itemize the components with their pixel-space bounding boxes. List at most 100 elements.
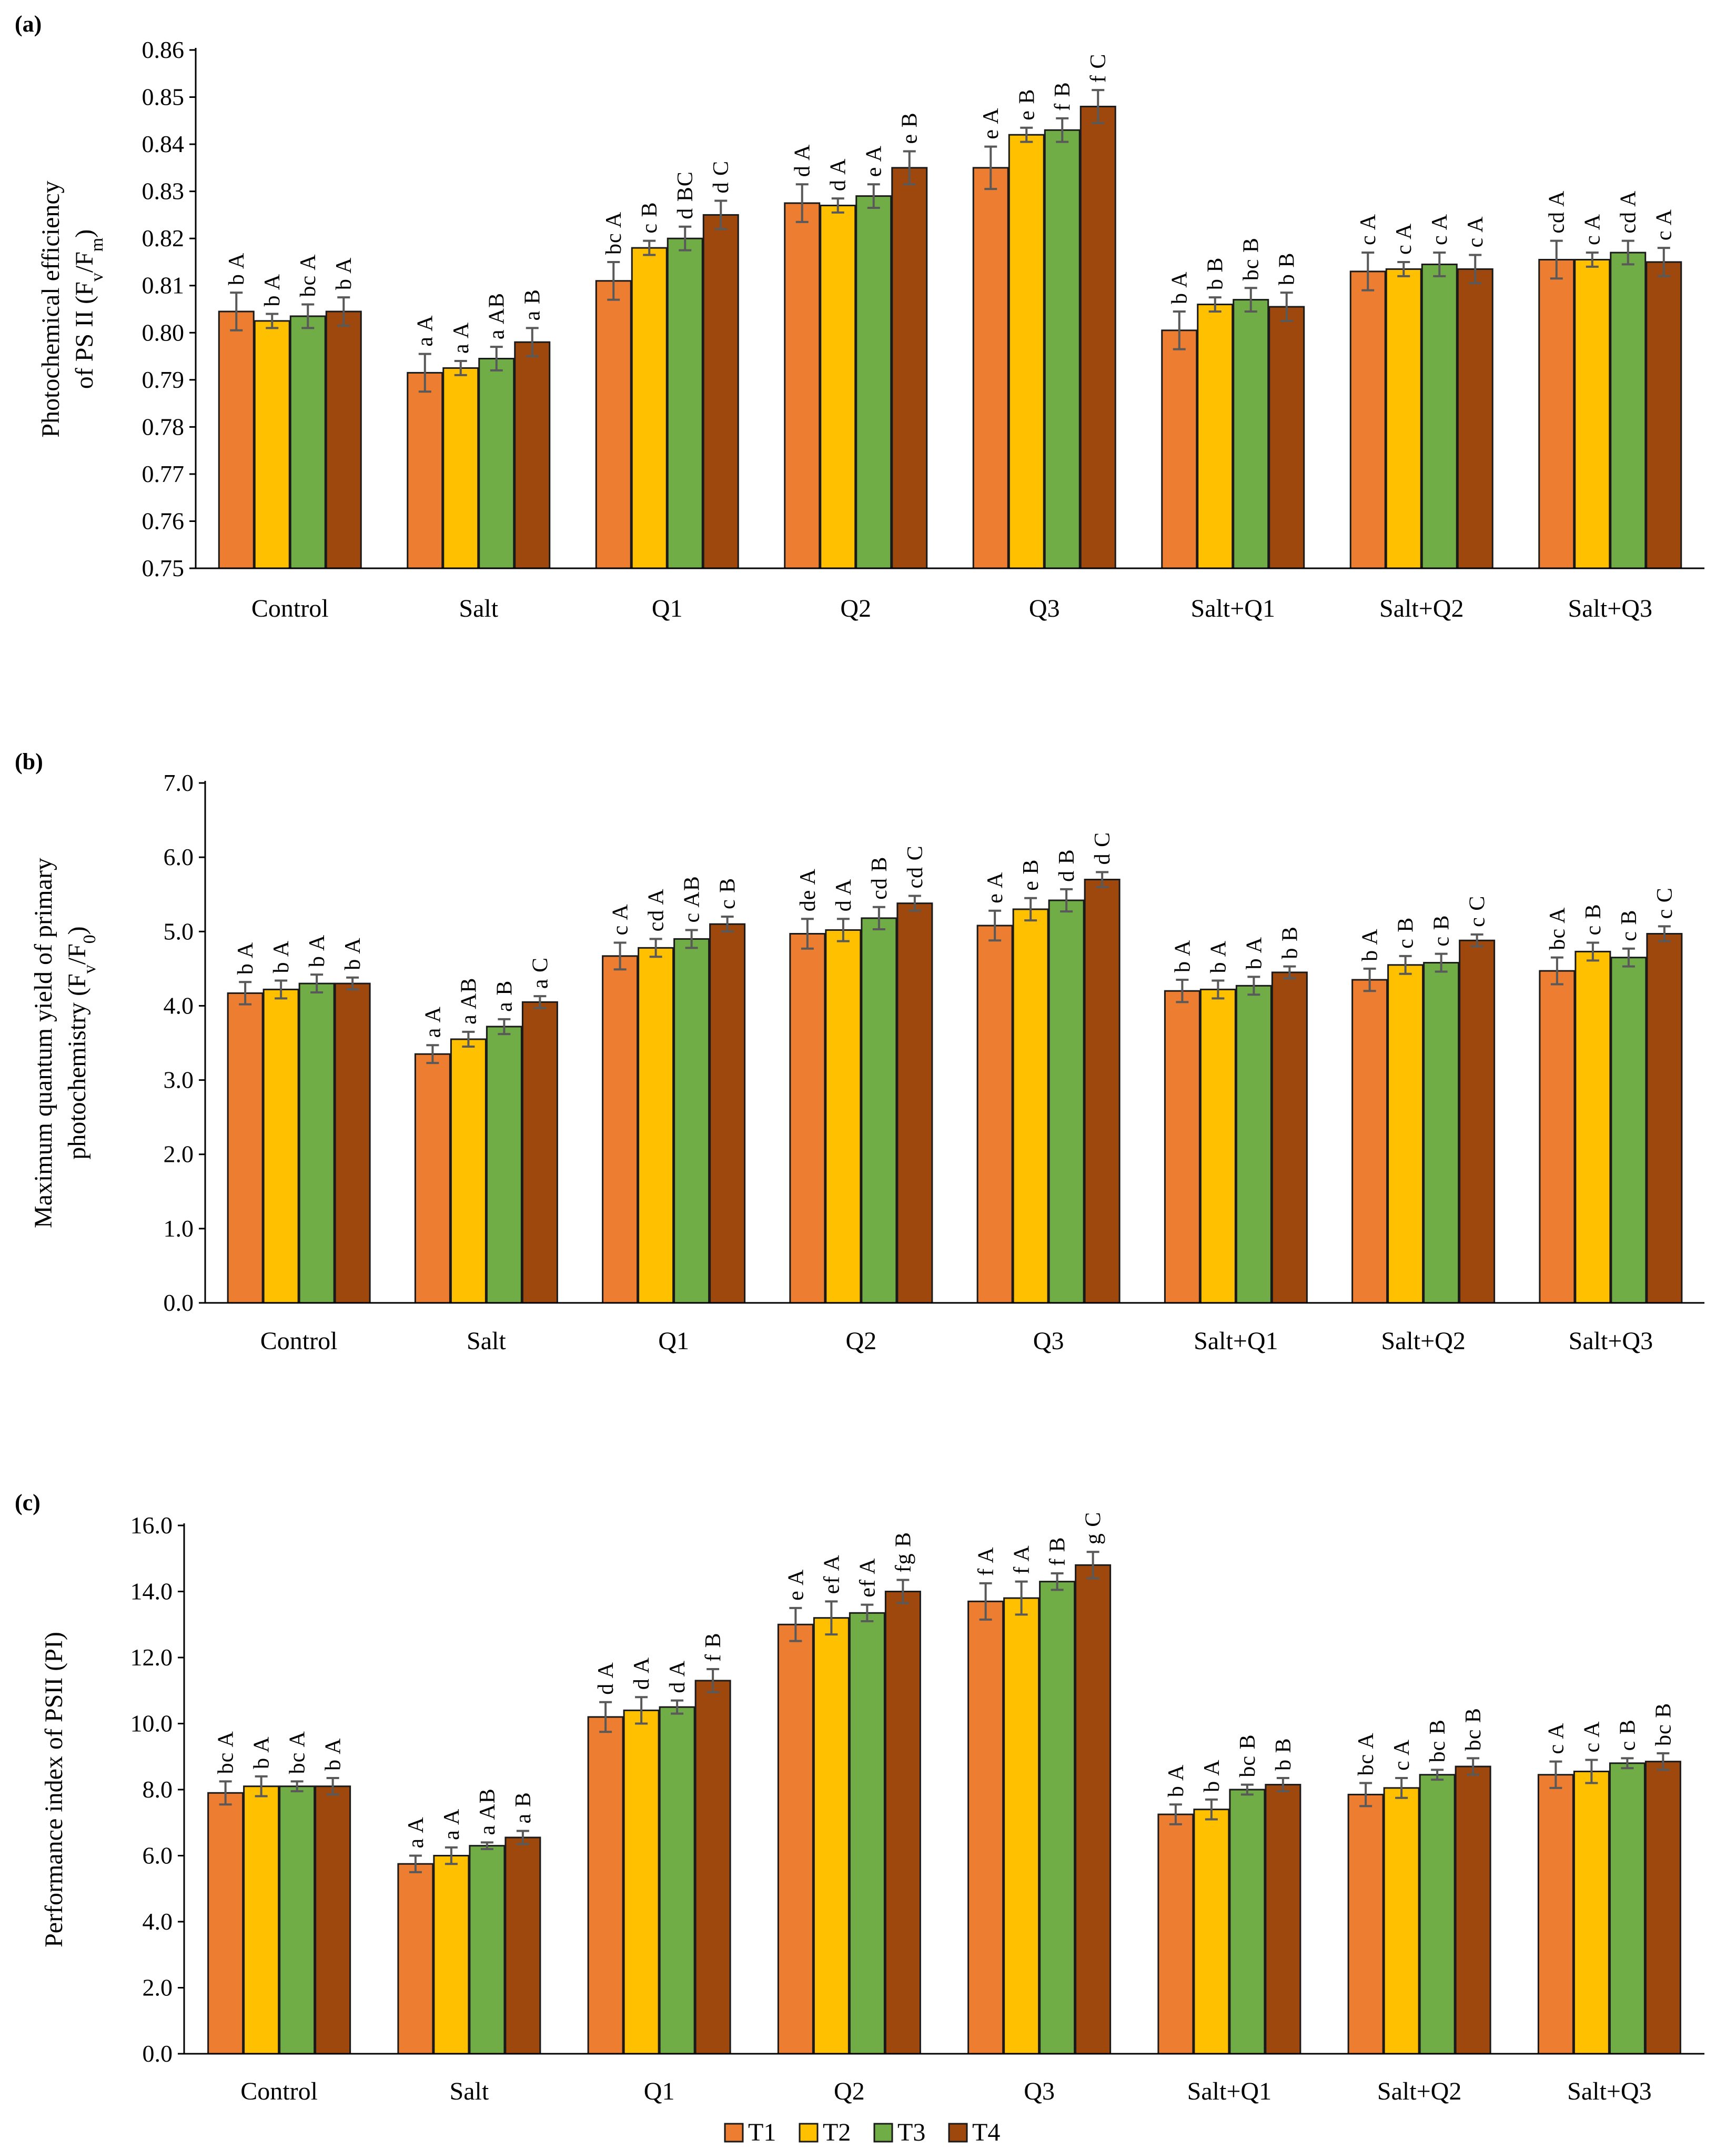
y-tick-label: 7.0 (164, 769, 194, 796)
significance-label: b A (321, 1738, 346, 1771)
significance-label: a A (413, 315, 438, 346)
bar-t3 (1423, 962, 1460, 1304)
y-axis-label: of PS II (Fv/Fm) (70, 229, 107, 389)
bar-t1 (976, 925, 1013, 1304)
bar-t4 (315, 1785, 351, 2055)
significance-label: a B (492, 980, 517, 1012)
bar-t4 (884, 1591, 921, 2055)
category-label: Q3 (1024, 2077, 1055, 2105)
bar-t3 (298, 982, 335, 1304)
bar-t2 (254, 320, 290, 569)
y-tick-label: 8.0 (143, 1776, 173, 1803)
panel-letter: (c) (15, 1490, 41, 1515)
bar-t4 (1268, 306, 1305, 569)
significance-label: a B (521, 289, 545, 320)
significance-label: bc B (1461, 1708, 1486, 1751)
bar-t3 (1229, 1789, 1266, 2055)
bar-t3 (1610, 957, 1647, 1304)
bar-t1 (407, 371, 443, 569)
bar-t1 (1164, 990, 1200, 1304)
bar-t4 (1646, 261, 1682, 569)
bar-t4 (1084, 878, 1121, 1304)
bar-t3 (478, 358, 515, 569)
significance-label: b A (269, 940, 294, 973)
significance-label: bc B (1239, 237, 1264, 280)
bar-t4 (334, 982, 371, 1304)
bar-t4 (1459, 939, 1496, 1304)
panel-letter: (b) (15, 749, 43, 775)
bar-t2 (813, 1617, 850, 2055)
bar-t1 (1349, 270, 1386, 569)
significance-label: bc A (214, 1731, 238, 1774)
bar-t3 (469, 1845, 506, 2055)
bar-t1 (414, 1053, 451, 1304)
significance-label: ef A (820, 1554, 844, 1594)
significance-label: d A (832, 879, 856, 912)
significance-label: a A (421, 1006, 445, 1038)
significance-label: b B (1275, 253, 1299, 286)
bar-t1 (207, 1792, 244, 2055)
significance-label: c A (609, 903, 633, 935)
bar-t2 (1197, 304, 1234, 569)
y-tick-label: 0.0 (143, 2040, 173, 2067)
legend-swatch-t3 (873, 2123, 893, 2143)
significance-label: a C (528, 957, 552, 989)
legend-swatch-t4 (948, 2123, 968, 2143)
bar-t1 (1161, 329, 1198, 569)
bar-t1 (595, 280, 632, 569)
y-tick-label: 0.80 (142, 319, 185, 346)
panel-b: (b) 0.0 1.0 2.0 3.0 4.0 5.0 6.0 7.0 b A b A b A b A C… (15, 749, 1704, 1355)
bar-t4 (521, 1001, 558, 1304)
bar-t2 (1387, 964, 1424, 1304)
panel-a: (a) 0.75 0.76 0.77 0.78 0.79 0.80 0.81 0.82 0.83 0… (15, 11, 1704, 622)
significance-label: bc A (296, 254, 320, 297)
y-tick-label: 16.0 (130, 1512, 173, 1539)
bar-t3 (1233, 299, 1269, 569)
bar-t4 (702, 214, 739, 569)
y-tick-label: 0.77 (142, 460, 185, 487)
significance-label: b A (305, 935, 329, 968)
significance-label: c B (1581, 903, 1606, 935)
bar-t3 (861, 917, 897, 1304)
category-label: Q1 (652, 595, 683, 622)
bar-t1 (1157, 1813, 1194, 2055)
bar-t2 (1573, 1770, 1610, 2055)
bar-t2 (825, 929, 862, 1304)
significance-label: bc A (1354, 1732, 1378, 1775)
bar-t2 (638, 947, 674, 1304)
bar-t2 (1199, 988, 1236, 1304)
significance-label: bc B (1236, 1734, 1260, 1777)
category-label: Salt+Q2 (1381, 1327, 1465, 1355)
y-tick-label: 2.0 (143, 1974, 173, 2001)
category-label: Salt+Q1 (1194, 1327, 1278, 1355)
y-tick-label: 0.84 (142, 130, 185, 157)
category-label: Control (240, 2077, 318, 2105)
y-tick-label: 6.0 (164, 843, 194, 870)
y-tick-label: 10.0 (130, 1710, 173, 1737)
significance-label: a AB (485, 293, 509, 339)
significance-label: c A (1356, 214, 1380, 245)
significance-label: c C (1653, 887, 1677, 919)
bar-t1 (789, 933, 826, 1304)
significance-label: b A (260, 274, 285, 307)
significance-label: b A (1206, 940, 1230, 973)
significance-label: b A (225, 253, 249, 286)
significance-label: c B (1430, 915, 1454, 946)
significance-label: c A (1392, 223, 1416, 255)
significance-label: bc B (1651, 1703, 1676, 1746)
significance-label: g C (1082, 1512, 1106, 1545)
significance-label: d A (665, 1660, 690, 1693)
bar-t4 (325, 310, 362, 569)
y-tick-label: 0.78 (142, 413, 185, 440)
category-label: Salt+Q1 (1191, 595, 1275, 622)
bar-t3 (1610, 252, 1647, 569)
bar-t2 (243, 1785, 280, 2055)
y-axis-label: Performance index of PSII (PI) (40, 1632, 68, 1947)
bar-t4 (1644, 1761, 1681, 2055)
y-tick-label: 0.79 (142, 366, 185, 393)
significance-label: b B (1278, 926, 1302, 959)
significance-label: d C (1091, 832, 1115, 865)
bar-t2 (820, 205, 856, 569)
significance-label: a B (511, 1792, 536, 1823)
significance-label: c A (1390, 1739, 1414, 1771)
